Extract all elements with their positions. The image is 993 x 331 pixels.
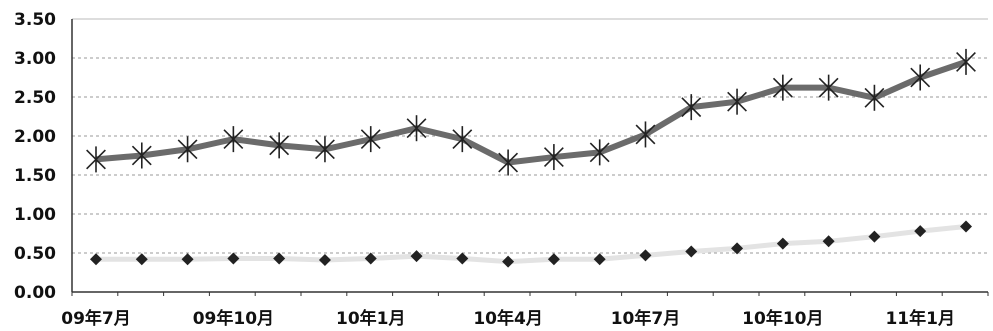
- y-tick-label-1: 0.50: [14, 244, 56, 264]
- x-tick-label-5: 10年10月: [742, 308, 823, 329]
- data-point-0-7: [406, 115, 427, 142]
- series-line-0: [95, 59, 967, 166]
- data-point-1-9: [502, 255, 515, 268]
- data-point-0-13: [681, 94, 702, 121]
- data-point-1-2: [181, 253, 194, 266]
- data-point-1-8: [456, 252, 469, 265]
- data-point-0-8: [452, 126, 473, 153]
- data-point-0-1: [131, 142, 152, 169]
- y-tick-label-5: 2.50: [14, 88, 56, 108]
- data-point-1-13: [685, 245, 698, 258]
- data-point-1-3: [227, 252, 240, 265]
- data-point-0-5: [315, 136, 335, 163]
- data-point-0-4: [269, 132, 290, 159]
- data-point-1-11: [593, 253, 606, 266]
- data-point-1-18: [914, 225, 927, 238]
- series-1: [90, 220, 972, 268]
- data-point-0-14: [727, 88, 747, 115]
- data-point-0-15: [772, 74, 793, 101]
- data-point-1-19: [960, 220, 972, 233]
- x-tick-label-2: 10年1月: [336, 308, 406, 329]
- data-point-1-5: [318, 254, 331, 267]
- data-point-1-6: [364, 252, 377, 265]
- data-point-1-16: [822, 235, 835, 248]
- data-point-0-17: [864, 84, 885, 111]
- data-point-0-18: [910, 64, 931, 91]
- x-tick-label-3: 10年4月: [473, 308, 543, 329]
- data-point-1-0: [90, 253, 102, 266]
- x-tick-label-0: 09年7月: [61, 308, 131, 329]
- data-point-0-10: [543, 144, 564, 171]
- y-tick-label-3: 1.50: [14, 166, 56, 186]
- y-tick-label-7: 3.50: [14, 10, 56, 30]
- x-tick-label-4: 10年7月: [611, 308, 681, 329]
- data-point-1-1: [135, 253, 148, 266]
- data-point-1-4: [273, 252, 286, 265]
- data-point-1-14: [731, 242, 744, 255]
- data-point-0-16: [818, 74, 839, 101]
- data-point-0-12: [635, 121, 656, 148]
- data-point-0-6: [360, 126, 381, 153]
- x-tick-label-6: 11年1月: [885, 308, 955, 329]
- data-point-1-12: [639, 249, 652, 262]
- y-tick-label-4: 2.00: [14, 127, 56, 147]
- data-point-0-19: [956, 48, 976, 75]
- y-axis: 0.00 0.50 1.00 1.50 2.00 2.50 3.00 3.50: [14, 10, 73, 303]
- data-point-1-15: [776, 237, 789, 250]
- y-tick-label-0: 0.00: [14, 283, 56, 303]
- y-tick-label-2: 1.00: [14, 205, 56, 225]
- data-point-1-17: [868, 230, 881, 243]
- series-layer: [86, 48, 976, 268]
- data-point-0-11: [589, 139, 610, 166]
- y-tick-label-6: 3.00: [14, 49, 56, 69]
- grid-layer: [72, 18, 988, 254]
- data-point-0-2: [177, 136, 198, 163]
- data-point-1-7: [410, 250, 423, 263]
- data-point-0-3: [223, 126, 244, 153]
- data-point-1-10: [547, 253, 560, 266]
- x-tick-label-1: 09年10月: [193, 308, 274, 329]
- series-line-1: [96, 223, 967, 265]
- series-0: [86, 48, 976, 176]
- x-axis: 09年7月 09年10月 10年1月 10年4月 10年7月 10年10月 11年1月: [61, 291, 989, 329]
- data-point-0-0: [86, 146, 106, 173]
- data-point-0-9: [498, 149, 519, 176]
